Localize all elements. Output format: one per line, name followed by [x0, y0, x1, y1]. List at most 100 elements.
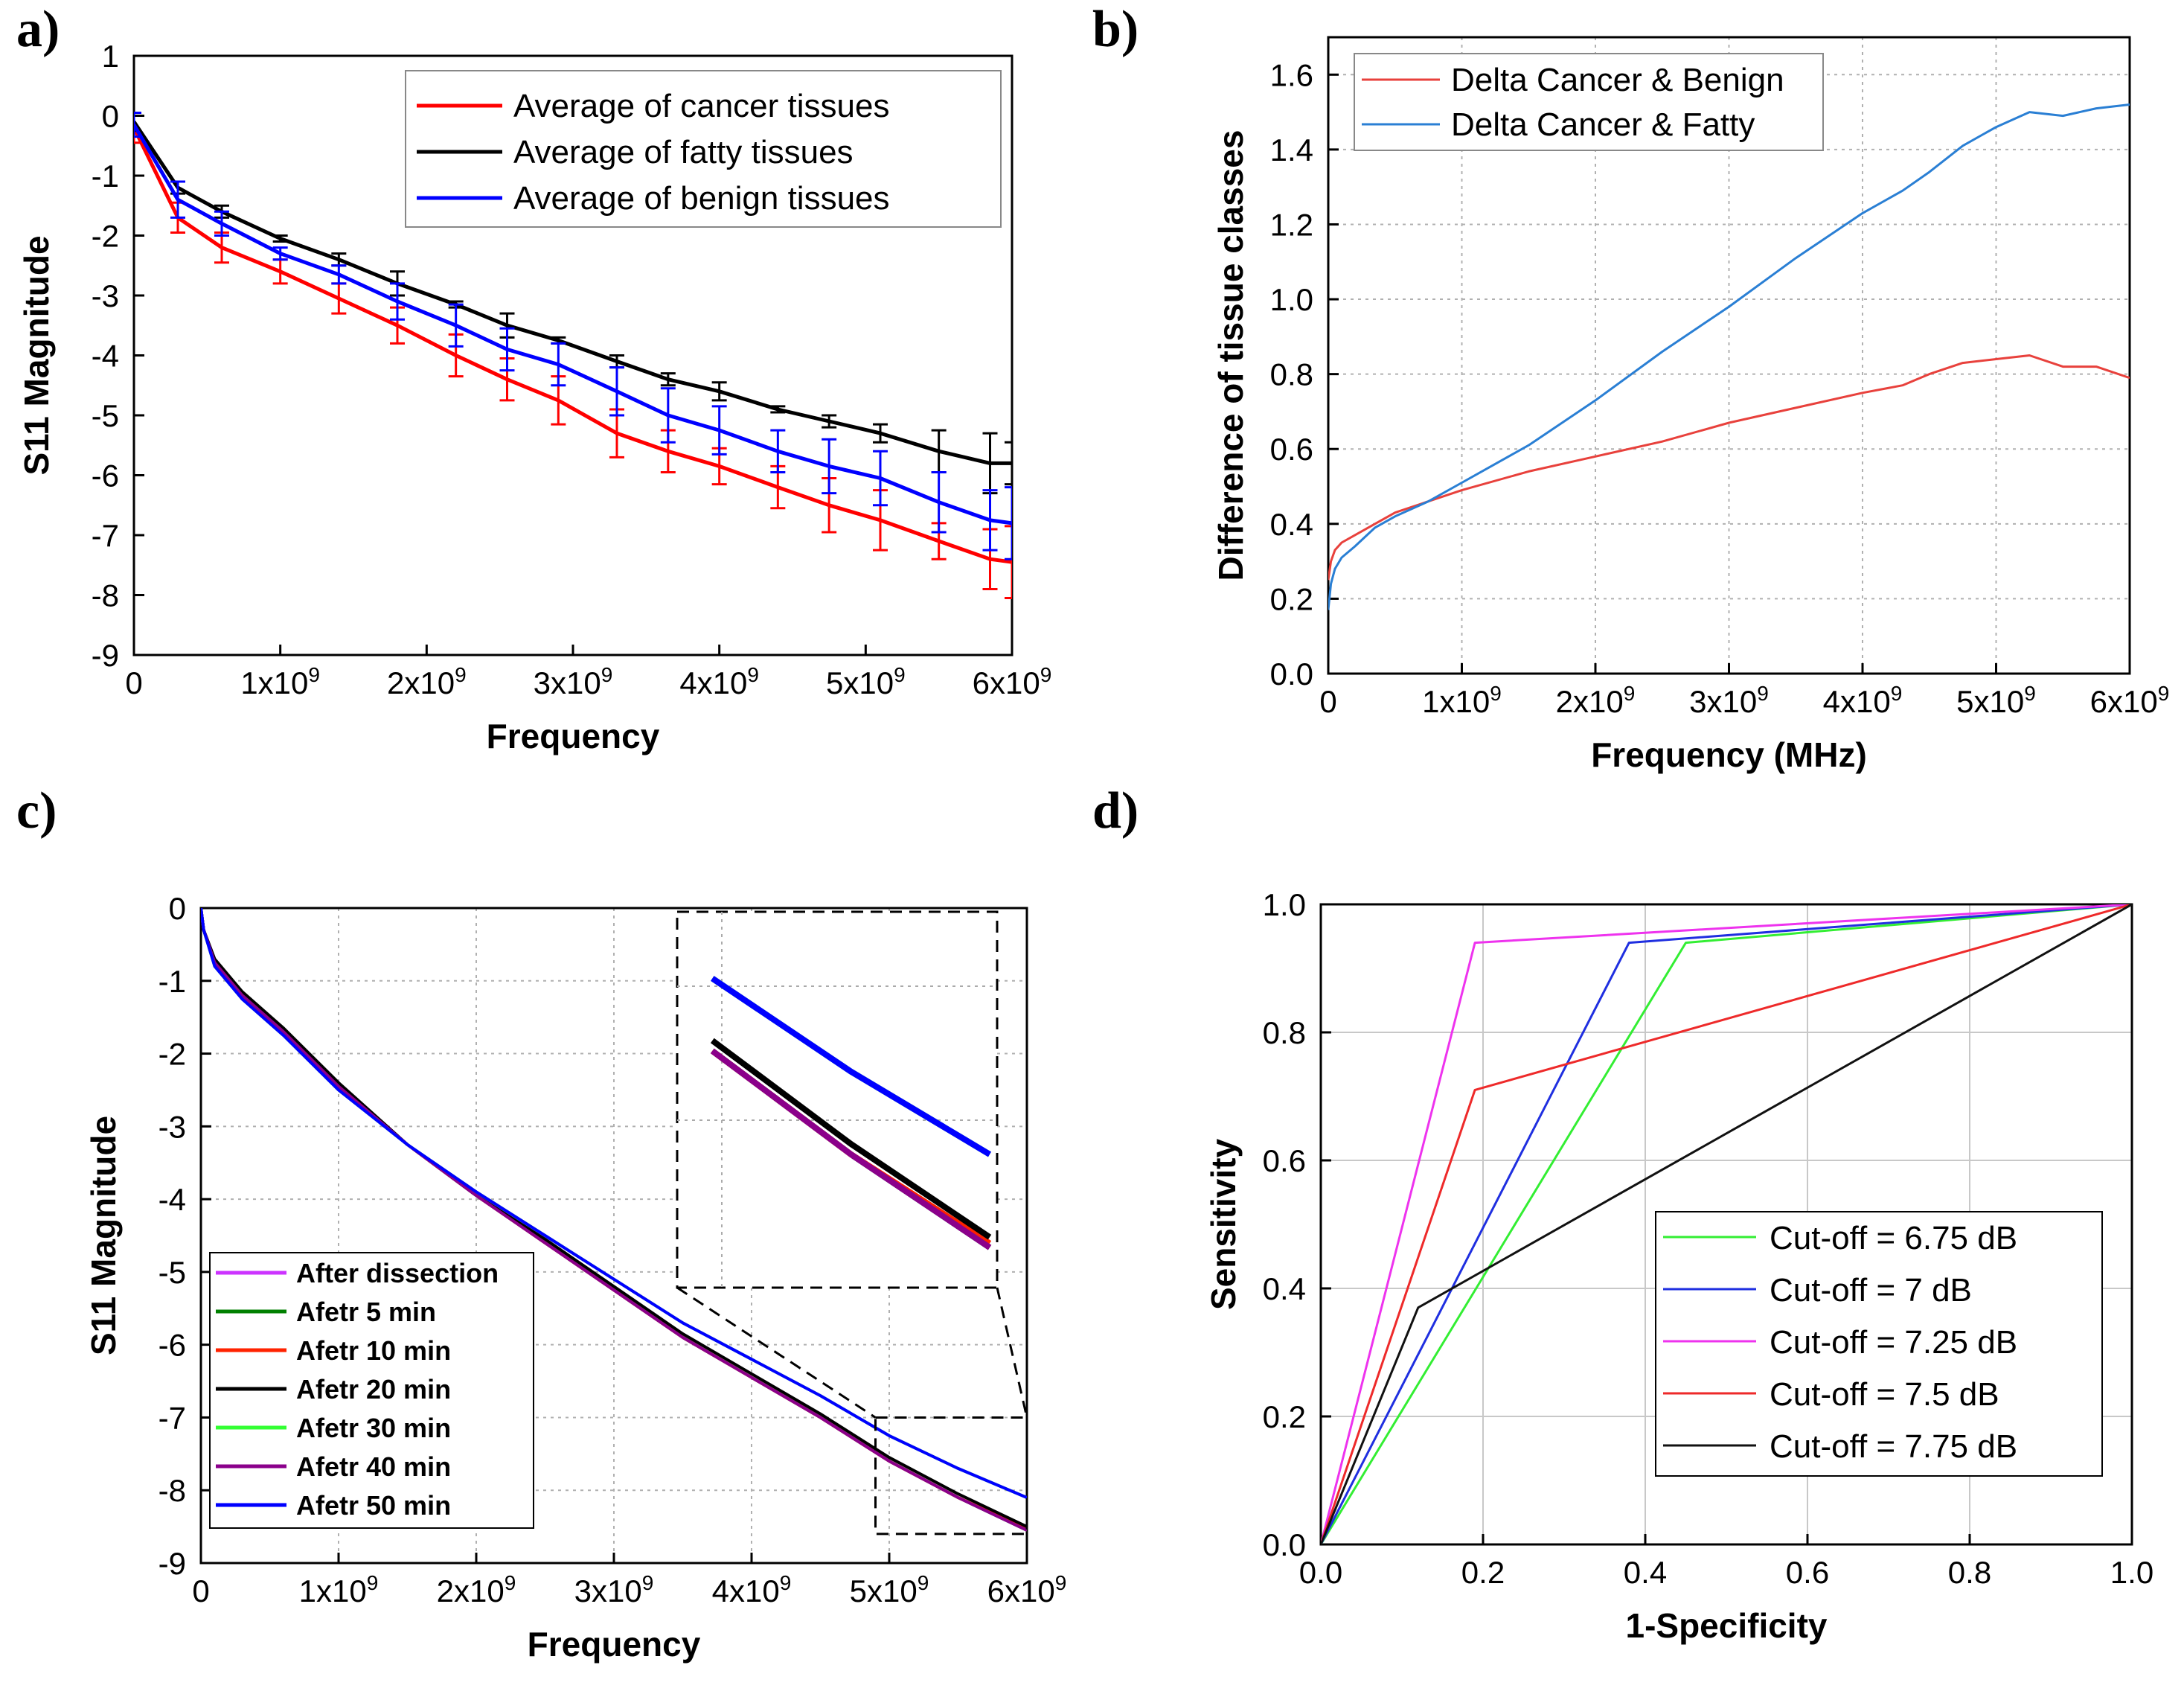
y-tick-label: -4 [92, 339, 119, 374]
series-group [201, 908, 1027, 1532]
legend-label: Cut-off = 7.5 dB [1770, 1376, 1999, 1413]
x-tick-label: 4x109 [679, 663, 759, 700]
inset-series-line [711, 976, 992, 1157]
legend-label: Average of benign tissues [513, 180, 890, 217]
series-line-afetr-40-min [201, 908, 1027, 1532]
legend-frame [405, 70, 1002, 228]
y-tick-label: 0.2 [1270, 581, 1313, 616]
series-line-cut-off-7-db [1321, 904, 2132, 1544]
panel-label: a) [16, 1, 60, 58]
y-tick-label: -9 [92, 638, 119, 673]
legend: After dissection Afetr 5 min Afetr 10 min A… [209, 1252, 534, 1529]
y-tick-label: -7 [158, 1400, 186, 1435]
x-tick-label: 5x109 [826, 663, 906, 700]
y-tick-label: -3 [92, 278, 119, 313]
y-tick-label: -5 [158, 1255, 186, 1290]
legend: Delta Cancer & Benign Delta Cancer & Fatt… [1354, 53, 1824, 151]
x-tick-label: 3x109 [534, 663, 613, 700]
series-line-cut-off-7-75-db [1321, 904, 2132, 1544]
y-tick-label: 1.0 [1263, 887, 1306, 922]
legend: Cut-off = 6.75 dB Cut-off = 7 dB Cut-off =… [1655, 1211, 2103, 1477]
series-line-cut-off-7-25-db [1321, 904, 2132, 1544]
y-tick-label: 1.0 [1270, 282, 1313, 317]
y-tick-label: 0.2 [1263, 1399, 1306, 1434]
y-tick-label: -9 [158, 1546, 186, 1581]
series-line-afetr-50-min [201, 908, 1027, 1499]
legend-label: Afetr 30 min [296, 1413, 451, 1443]
legend-label: Cut-off = 6.75 dB [1770, 1220, 2017, 1256]
series-group [1321, 904, 2132, 1544]
x-tick-label: 0 [1319, 684, 1336, 719]
y-tick-label: -2 [158, 1037, 186, 1072]
panel-d: d) 0.0 0.2 0.4 0.6 0.8 1.0 0.0 0.2 0.4 0.6 0.8 1.0 1-… [1092, 782, 2153, 1645]
series-line-average-of-fatty-tissues [134, 121, 1012, 465]
panel-label: d) [1092, 782, 1139, 840]
series-line-cut-off-6-75-db [1321, 904, 2132, 1544]
legend-frame [1354, 53, 1824, 151]
y-tick-label: 1.2 [1270, 207, 1313, 242]
y-tick-label: -2 [92, 219, 119, 254]
y-tick-label: -8 [158, 1473, 186, 1508]
x-tick-label: 5x109 [1956, 682, 2036, 719]
y-tick-label: 0.6 [1263, 1143, 1306, 1178]
legend-label: Cut-off = 7.75 dB [1770, 1428, 2017, 1465]
y-axis-title: S11 Magnitude [17, 235, 56, 475]
x-tick-label: 1x109 [240, 663, 320, 700]
y-tick-label: 1.6 [1270, 57, 1313, 92]
panel-label: b) [1092, 1, 1139, 58]
x-tick-label: 6x109 [987, 1571, 1067, 1608]
x-tick-label: 0.0 [1299, 1555, 1342, 1590]
y-tick-label: 1 [102, 39, 119, 74]
y-axis-title: Sensitivity [1204, 1139, 1243, 1311]
y-tick-label: -4 [158, 1182, 186, 1217]
x-tick-label: 0 [192, 1573, 209, 1608]
x-tick-label: 0.4 [1624, 1555, 1667, 1590]
series-group [134, 111, 1012, 600]
legend: Average of cancer tissues Average of fatt… [405, 70, 1002, 228]
series-line-average-of-benign-tissues [134, 124, 1012, 525]
series-line-cut-off-7-5-db [1321, 904, 2132, 1544]
series-line-afetr-20-min [201, 908, 1027, 1528]
y-tick-label: -6 [158, 1328, 186, 1363]
legend-label: Cut-off = 7 dB [1770, 1272, 1972, 1308]
y-tick-label: 1.4 [1270, 132, 1313, 167]
panel-b: b) 0 1x109 2x109 3x109 4x109 5x109 6x109 0.0 0.2 0… [1092, 1, 2169, 774]
x-tick-label: 4x109 [1823, 682, 1903, 719]
legend-label: Afetr 50 min [296, 1490, 451, 1521]
x-tick-label: 2x109 [1556, 682, 1636, 719]
legend-label: Afetr 5 min [296, 1297, 436, 1327]
panel-c: c) 0 1x109 2x109 3x109 4x109 5x109 6x109 0 -1 -2 -3… [16, 782, 1066, 1664]
zoom-connector [996, 1287, 1028, 1418]
panel-label: c) [16, 782, 57, 840]
y-tick-label: -1 [92, 159, 119, 194]
x-tick-label: 0 [125, 665, 142, 700]
plot-frame [1319, 903, 2133, 1546]
legend-label: Delta Cancer & Fatty [1451, 106, 1755, 143]
x-axis-title: 1-Specificity [1626, 1606, 1828, 1645]
x-tick-label: 2x109 [437, 1571, 516, 1608]
x-tick-label: 1x109 [299, 1571, 379, 1608]
y-tick-label: 0.8 [1263, 1015, 1306, 1050]
y-tick-label: 0.8 [1270, 357, 1313, 392]
series-line-delta-cancer-fatty [1328, 103, 2130, 610]
y-tick-label: 0.4 [1270, 507, 1313, 542]
x-tick-label: 6x109 [973, 663, 1052, 700]
x-tick-label: 3x109 [574, 1571, 654, 1608]
x-tick-label: 2x109 [387, 663, 467, 700]
legend-label: Average of cancer tissues [513, 88, 889, 124]
panel-a: a) 0 1x109 2x109 3x109 4x109 5x109 6x109 1 0 -1 -2 -… [16, 1, 1051, 755]
y-tick-label: 0 [169, 891, 186, 926]
zoom-connector [676, 1286, 877, 1419]
legend-frame [1655, 1211, 2103, 1477]
y-tick-label: -1 [158, 964, 186, 999]
y-tick-label: -5 [92, 398, 119, 433]
legend-label: Delta Cancer & Benign [1451, 62, 1784, 98]
x-tick-label: 6x109 [2090, 682, 2170, 719]
x-tick-label: 0.8 [1948, 1555, 1991, 1590]
inset-series-line [710, 1038, 992, 1240]
legend-label: Afetr 20 min [296, 1374, 451, 1405]
legend-label: Afetr 10 min [296, 1335, 451, 1366]
series-line-average-of-cancer-tissues [134, 127, 1012, 564]
x-tick-label: 5x109 [850, 1571, 929, 1608]
